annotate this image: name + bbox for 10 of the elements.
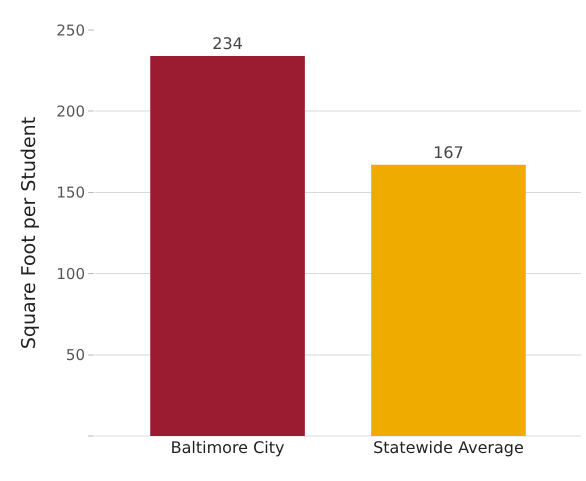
y-tick-label: 150 [56,184,85,202]
y-tick-label: 50 [66,346,85,364]
y-axis-title: Square Foot per Student [18,116,40,350]
x-tick-label: Statewide Average [373,438,524,457]
y-tick-label: 100 [56,264,85,283]
y-tick-label: 200 [56,102,85,120]
x-tick-label: Baltimore City [170,438,284,457]
data-label: 167 [433,142,464,162]
y-tick-label: 250 [56,21,85,40]
data-label: 234 [212,34,243,53]
